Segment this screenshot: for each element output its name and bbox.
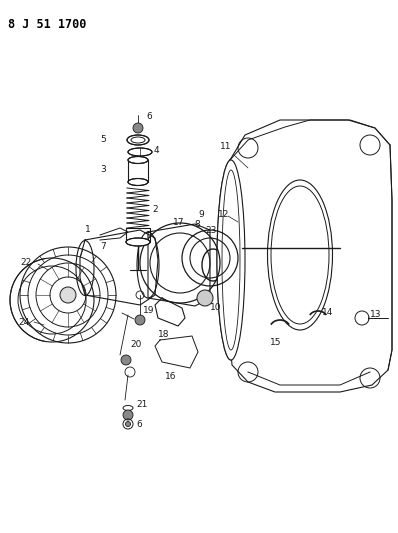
Ellipse shape <box>127 135 149 145</box>
Text: 7: 7 <box>100 242 106 251</box>
Text: 8: 8 <box>194 220 200 229</box>
Ellipse shape <box>128 179 148 185</box>
Circle shape <box>60 287 76 303</box>
Text: 19: 19 <box>143 306 154 315</box>
Text: 6: 6 <box>136 420 142 429</box>
Text: 6: 6 <box>146 112 152 121</box>
Ellipse shape <box>217 160 245 360</box>
Text: 1: 1 <box>85 225 91 234</box>
Text: 13: 13 <box>370 310 382 319</box>
Ellipse shape <box>128 148 152 156</box>
Text: 23: 23 <box>205 226 217 235</box>
Text: 24: 24 <box>18 318 29 327</box>
Circle shape <box>123 410 133 420</box>
Text: 3: 3 <box>100 165 106 174</box>
Text: 2: 2 <box>152 205 158 214</box>
Circle shape <box>121 355 131 365</box>
Circle shape <box>135 315 145 325</box>
Text: 16: 16 <box>165 372 176 381</box>
Circle shape <box>133 123 143 133</box>
Text: 14: 14 <box>322 308 334 317</box>
Text: 9: 9 <box>198 210 204 219</box>
Text: 18: 18 <box>158 330 170 339</box>
Text: 17: 17 <box>173 218 185 227</box>
Text: 20: 20 <box>130 340 141 349</box>
Ellipse shape <box>126 238 150 246</box>
Text: 15: 15 <box>270 338 281 347</box>
Text: 5: 5 <box>100 135 106 144</box>
Text: 22: 22 <box>20 258 31 267</box>
Text: 21: 21 <box>136 400 147 409</box>
Text: 8 J 51 1700: 8 J 51 1700 <box>8 18 86 31</box>
Text: 11: 11 <box>220 142 232 151</box>
Text: 12: 12 <box>218 210 229 219</box>
Text: 10: 10 <box>210 303 222 312</box>
Text: 4: 4 <box>154 146 160 155</box>
Ellipse shape <box>128 157 148 164</box>
Circle shape <box>197 290 213 306</box>
Circle shape <box>125 422 131 426</box>
